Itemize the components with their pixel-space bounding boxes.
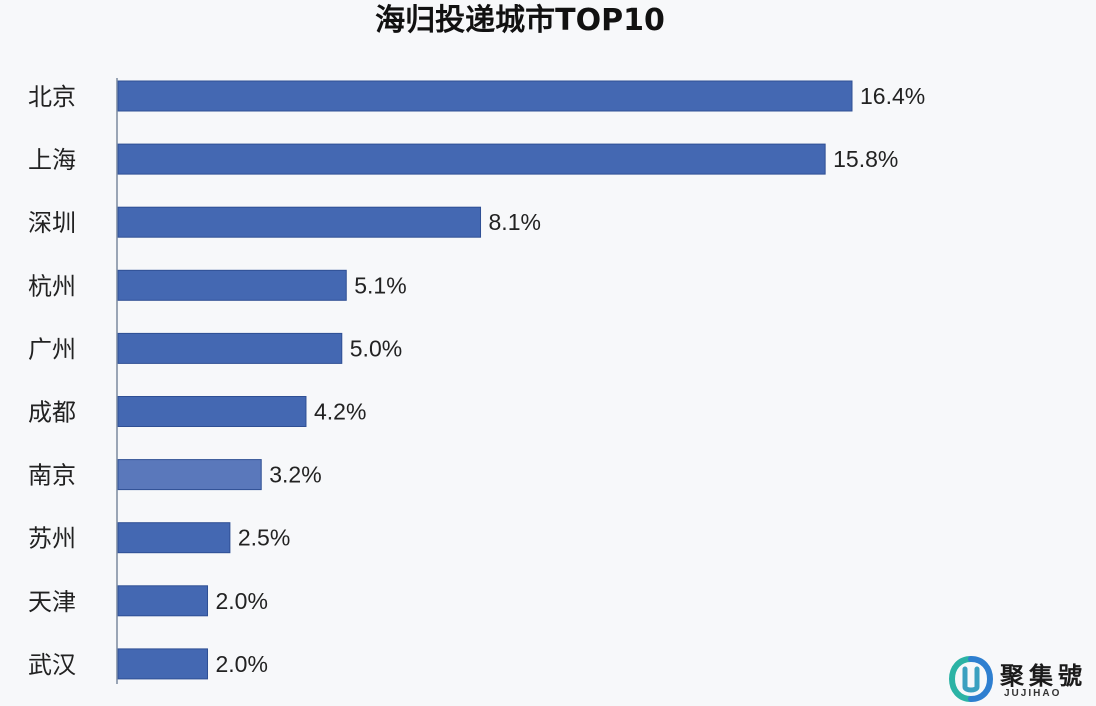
bar-5	[117, 332, 343, 364]
value-labels-group: 16.4% 15.8% 8.1% 5.1% 5.0% 4.2% 3.2% 2.5% 2.0% 2.…	[216, 83, 926, 677]
value-label-3: 8.1%	[489, 209, 541, 235]
logo-mark-icon	[948, 656, 994, 702]
bar-4	[117, 269, 347, 301]
category-label-8: 苏州	[28, 525, 76, 553]
bar-1	[117, 80, 853, 112]
value-label-5: 5.0%	[350, 335, 402, 361]
chart-title: 海归投递城市TOP10	[375, 3, 665, 38]
value-label-8: 2.5%	[238, 525, 290, 551]
value-label-2: 15.8%	[833, 146, 898, 172]
category-label-1: 北京	[28, 83, 76, 111]
bar-2	[117, 143, 826, 175]
category-label-7: 南京	[28, 462, 76, 490]
value-label-7: 3.2%	[269, 462, 321, 488]
value-label-10: 2.0%	[216, 651, 268, 677]
logo-text: 聚集號	[1000, 661, 1087, 690]
bar-9	[117, 585, 209, 617]
category-label-6: 成都	[28, 399, 76, 427]
logo-subtext: JUJIHAO	[1004, 688, 1062, 699]
bar-10	[117, 648, 209, 680]
watermark-logo: 聚集號 JUJIHAO	[948, 654, 1093, 704]
bar-8	[117, 522, 231, 554]
value-label-4: 5.1%	[354, 272, 406, 298]
value-label-1: 16.4%	[860, 83, 925, 109]
bars-group	[117, 80, 853, 680]
value-label-9: 2.0%	[216, 588, 268, 614]
category-label-4: 杭州	[28, 272, 76, 300]
category-label-2: 上海	[28, 146, 76, 174]
value-label-6: 4.2%	[314, 399, 366, 425]
category-label-9: 天津	[28, 588, 76, 616]
category-label-5: 广州	[28, 335, 76, 363]
bar-6	[117, 396, 307, 427]
bar-7	[117, 459, 262, 491]
bar-3	[117, 206, 482, 238]
category-label-10: 武汉	[28, 651, 76, 679]
category-label-3: 深圳	[28, 209, 76, 237]
